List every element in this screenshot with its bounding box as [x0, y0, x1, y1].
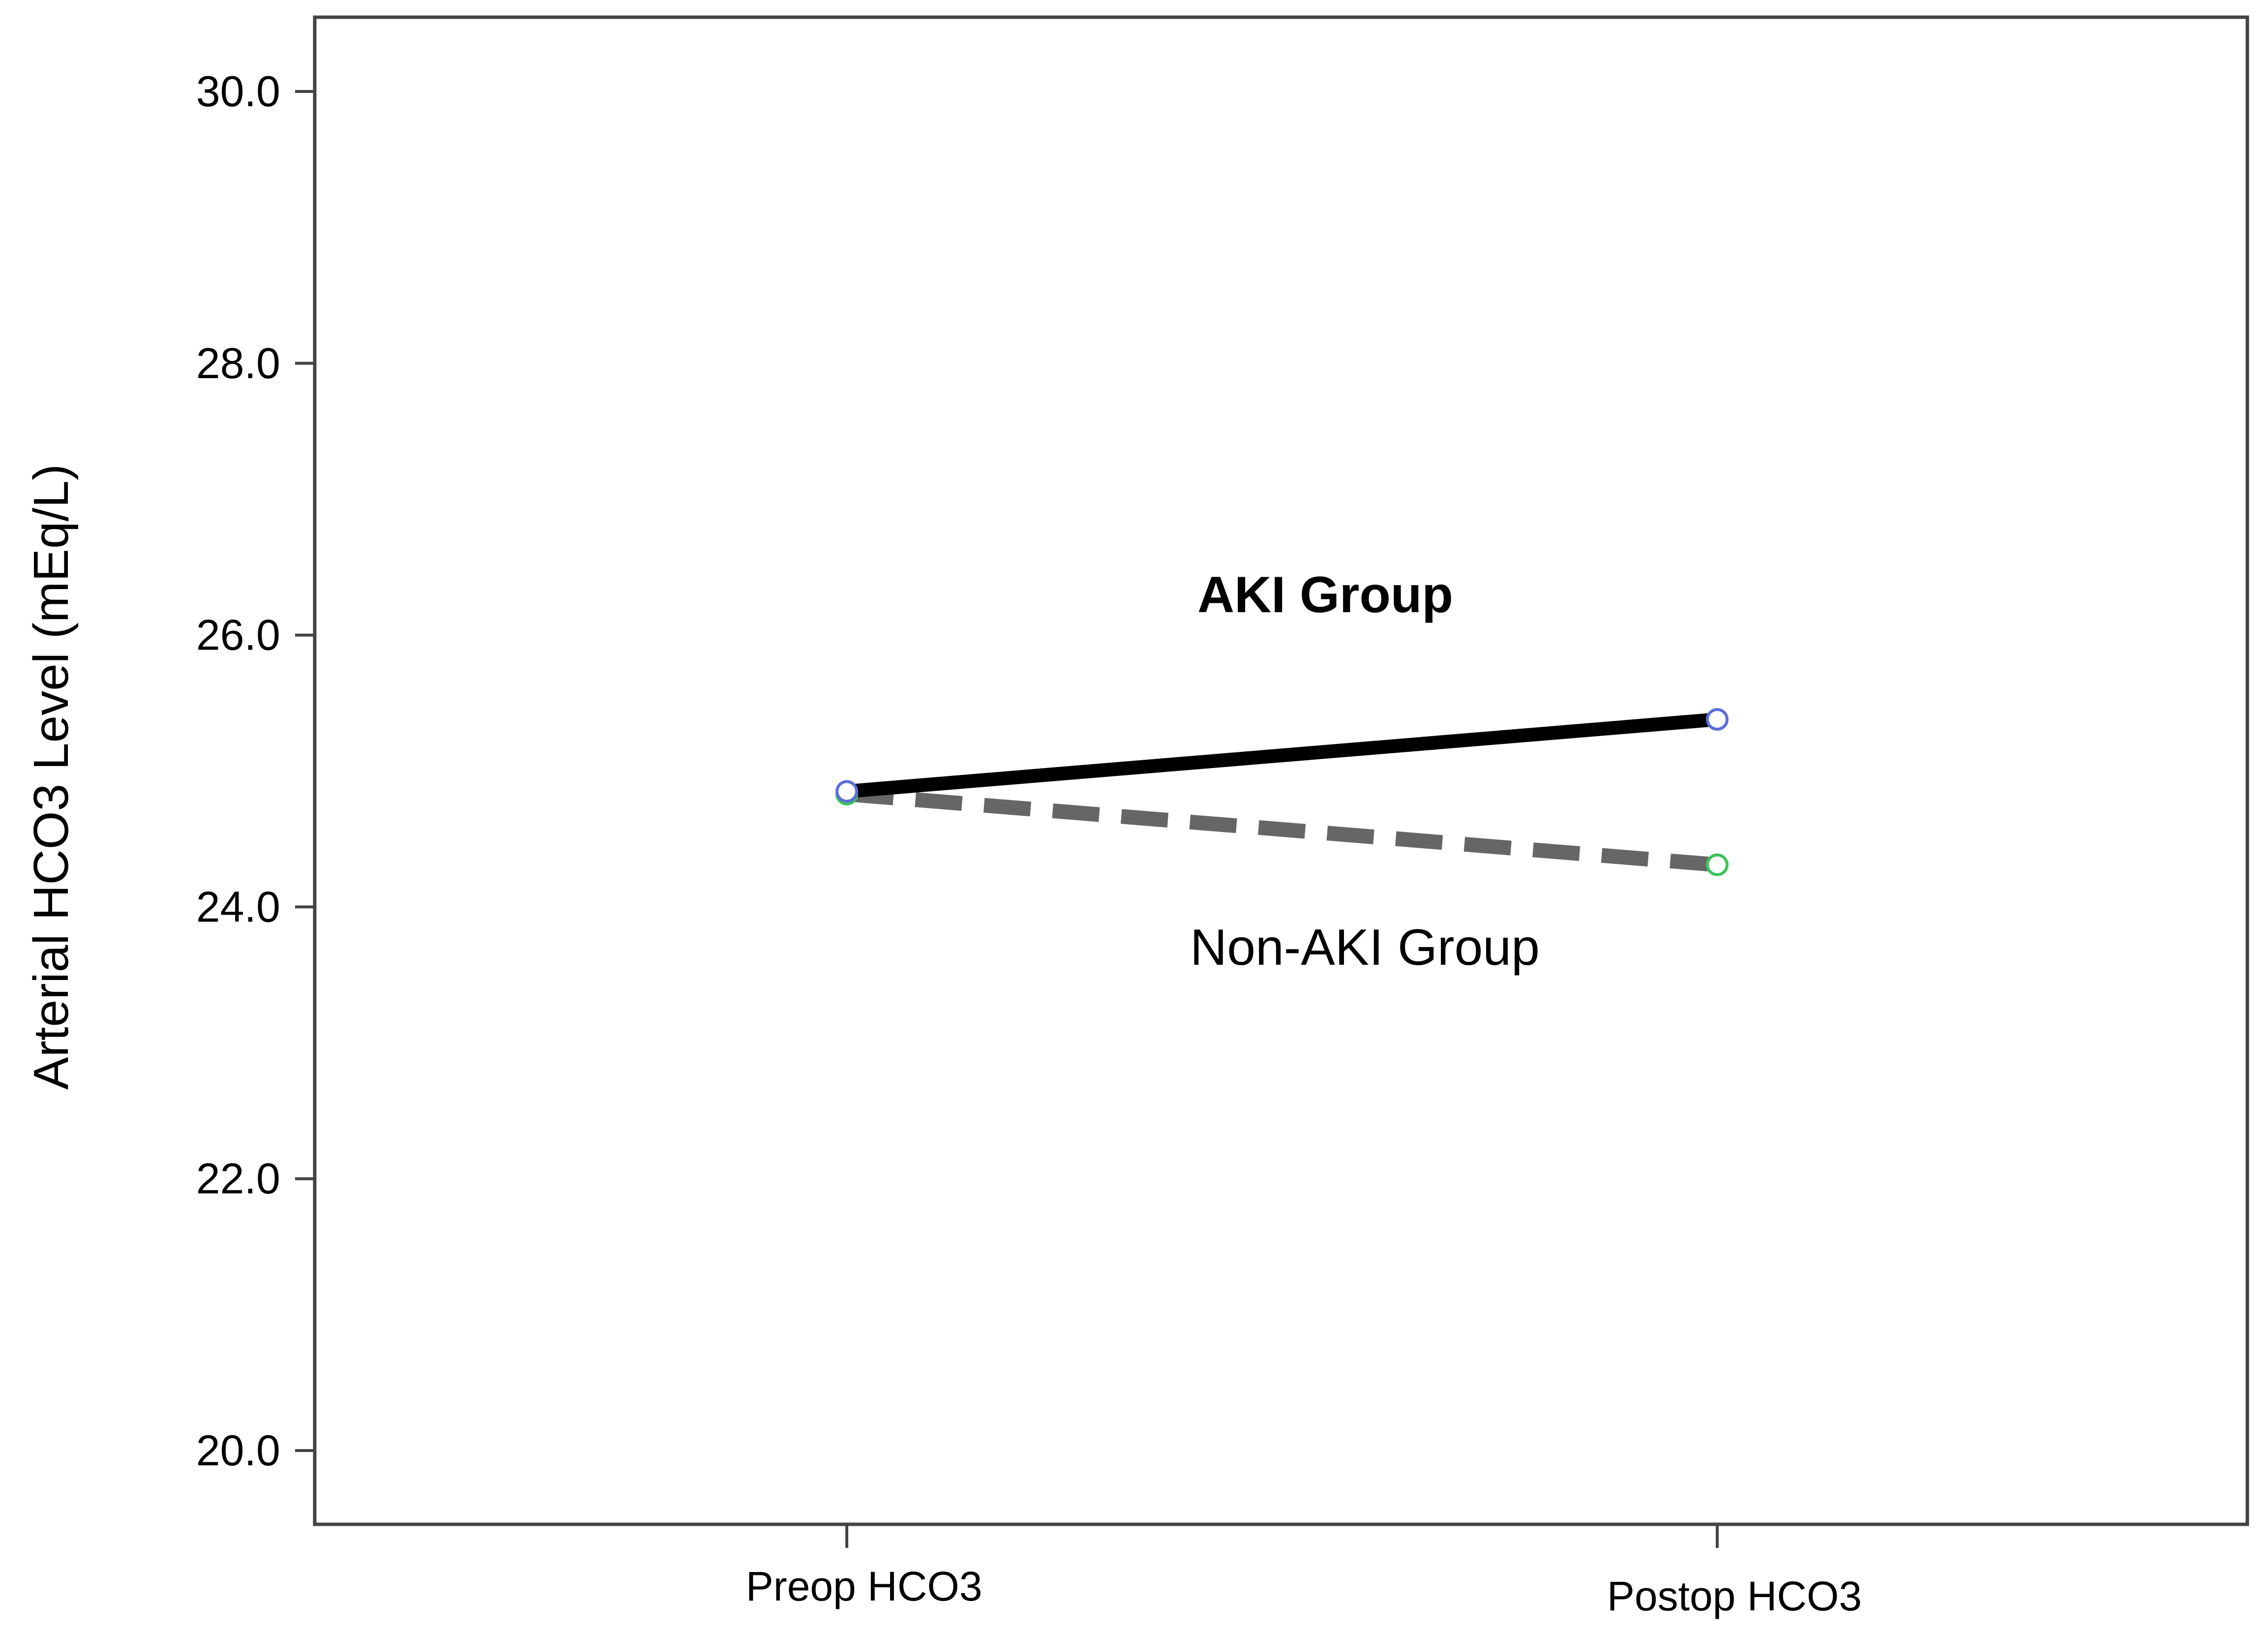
aki-series-line — [846, 712, 1718, 799]
y-tick-label: 28.0 — [196, 339, 280, 387]
non-aki-series-line — [846, 787, 1718, 872]
y-tick-label: 30.0 — [196, 67, 280, 116]
series-labels: AKI Group Non-AKI Group — [1190, 566, 1540, 976]
plot-frame — [313, 15, 2249, 1526]
series-markers — [836, 708, 1729, 876]
series-lines — [846, 712, 1718, 872]
x-axis-ticks: Preop HCO3 Postop HCO3 — [746, 1524, 1862, 1619]
x-tick-label: Postop HCO3 — [1607, 1573, 1862, 1619]
x-tick-label: Preop HCO3 — [746, 1563, 983, 1609]
non-aki-group-label: Non-AKI Group — [1190, 919, 1540, 976]
non-aki-point-postop — [1706, 853, 1729, 876]
aki-group-label: AKI Group — [1197, 566, 1453, 623]
y-tick-label: 22.0 — [196, 1154, 280, 1203]
y-axis-ticks: 20.0 22.0 24.0 26.0 28.0 30.0 — [196, 67, 315, 1475]
y-tick-label: 26.0 — [196, 611, 280, 659]
y-axis-title: Arterial HCO3 Level (mEq/L) — [24, 464, 79, 1090]
aki-point-preop — [836, 780, 858, 803]
y-tick-label: 20.0 — [196, 1426, 280, 1475]
aki-point-postop — [1706, 708, 1729, 731]
y-tick-label: 24.0 — [196, 882, 280, 931]
